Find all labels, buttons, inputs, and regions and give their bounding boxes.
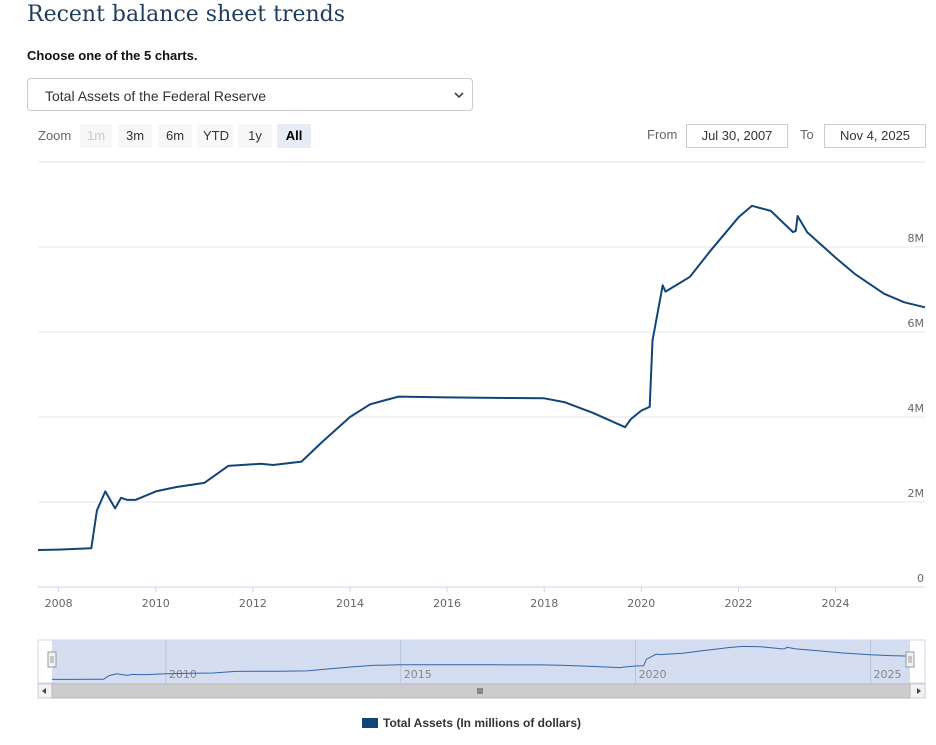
x-tick-label: 2010: [142, 597, 170, 610]
y-tick-label: 8M: [908, 232, 925, 245]
y-tick-label: 0: [917, 572, 924, 585]
x-tick-label: 2024: [822, 597, 850, 610]
y-tick-label: 4M: [908, 402, 925, 415]
scrollbar-thumb: [51, 683, 911, 699]
x-tick-label: 2020: [627, 597, 655, 610]
handle-body: [47, 651, 57, 668]
zoom-button-1m[interactable]: 1m: [80, 124, 112, 148]
series-line-total-assets: [37, 204, 926, 551]
navigator-tick-label: 2020: [639, 668, 667, 681]
zoom-button-3m[interactable]: 3m: [118, 124, 152, 148]
zoom-button-1y[interactable]: 1y: [238, 124, 272, 148]
legend[interactable]: Total Assets (In millions of dollars): [362, 716, 581, 730]
to-date-input[interactable]: Nov 4, 2025: [824, 124, 926, 148]
from-label: From: [647, 127, 678, 142]
page-title: Recent balance sheet trends: [27, 2, 346, 27]
x-tick-label: 2018: [530, 597, 558, 610]
x-tick-label: 2014: [336, 597, 364, 610]
from-date-input[interactable]: Jul 30, 2007: [686, 124, 788, 148]
to-label: To: [800, 127, 814, 142]
zoom-button-all[interactable]: All: [277, 124, 311, 148]
navigator-tick-label: 2025: [874, 668, 902, 681]
legend-swatch: [362, 718, 378, 728]
x-tick-label: 2022: [724, 597, 752, 610]
chevron-down-icon: [454, 92, 464, 99]
navigator-tick-label: 2010: [169, 668, 197, 681]
x-tick-label: 2012: [239, 597, 267, 610]
chart-select[interactable]: Total Assets of the Federal Reserve: [27, 78, 473, 111]
navigator-left-handle[interactable]: [47, 651, 57, 668]
chart-chooser-label: Choose one of the 5 charts.: [27, 48, 198, 63]
navigator-right-handle[interactable]: [905, 651, 915, 668]
handle-body: [905, 651, 915, 668]
zoom-button-6m[interactable]: 6m: [158, 124, 192, 148]
navigator-tick-label: 2015: [404, 668, 432, 681]
navigator-series-line: [52, 645, 911, 680]
scroll-left-arrow-icon: [42, 688, 46, 694]
chart-select-value: Total Assets of the Federal Reserve: [45, 88, 266, 104]
legend-label: Total Assets (In millions of dollars): [383, 716, 582, 730]
zoom-label: Zoom: [38, 128, 72, 143]
navigator-scrollbar[interactable]: [37, 683, 926, 699]
y-tick-label: 2M: [908, 487, 925, 500]
zoom-button-ytd[interactable]: YTD: [197, 124, 233, 148]
x-tick-label: 2016: [433, 597, 461, 610]
y-tick-label: 6M: [908, 317, 925, 330]
x-tick-label: 2008: [45, 597, 73, 610]
scroll-right-arrow-icon: [917, 688, 921, 694]
